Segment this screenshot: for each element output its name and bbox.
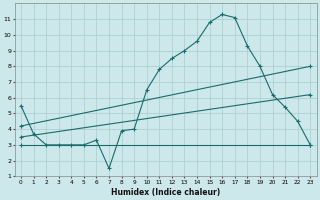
X-axis label: Humidex (Indice chaleur): Humidex (Indice chaleur) [111, 188, 220, 197]
